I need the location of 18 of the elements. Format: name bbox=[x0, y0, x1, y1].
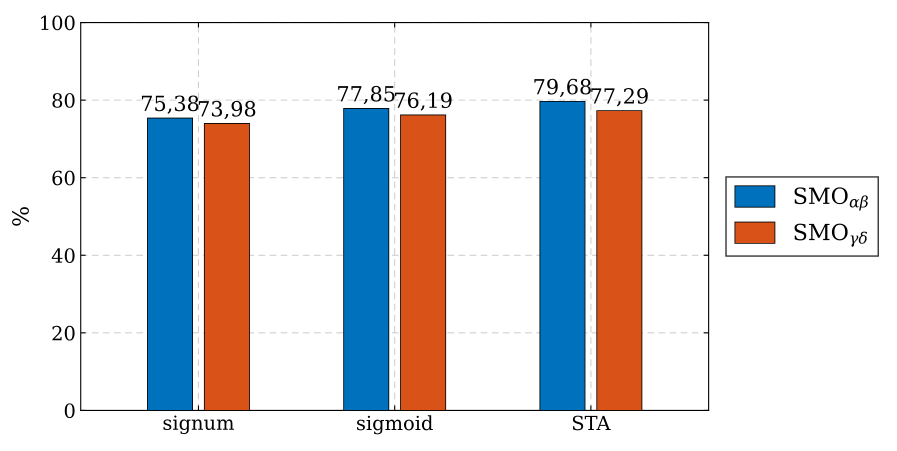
data-label: 73,98 bbox=[198, 100, 256, 120]
legend-label: SMO$_{γδ}$ bbox=[794, 224, 868, 247]
legend-label: SMO$_{αβ}$ bbox=[794, 187, 868, 211]
y-tick-label: 80 bbox=[52, 93, 75, 108]
data-label: 77,29 bbox=[591, 88, 648, 106]
y-tick-label: 60 bbox=[52, 170, 75, 186]
data-label: 76,19 bbox=[395, 92, 452, 111]
y-tick-label: 40 bbox=[52, 248, 75, 263]
y-axis-title: % bbox=[12, 207, 29, 226]
data-label: 77,85 bbox=[338, 86, 394, 104]
y-tick-label: 100 bbox=[41, 16, 75, 30]
y-tick-label: 0 bbox=[64, 403, 75, 418]
data-label: 79,68 bbox=[534, 78, 591, 98]
data-label: 75,38 bbox=[142, 95, 198, 114]
x-tick-label: STA bbox=[572, 416, 611, 430]
x-tick-label: sigmoid bbox=[357, 415, 433, 434]
y-tick-label: 20 bbox=[52, 326, 75, 340]
x-tick-label: signum bbox=[163, 415, 234, 434]
